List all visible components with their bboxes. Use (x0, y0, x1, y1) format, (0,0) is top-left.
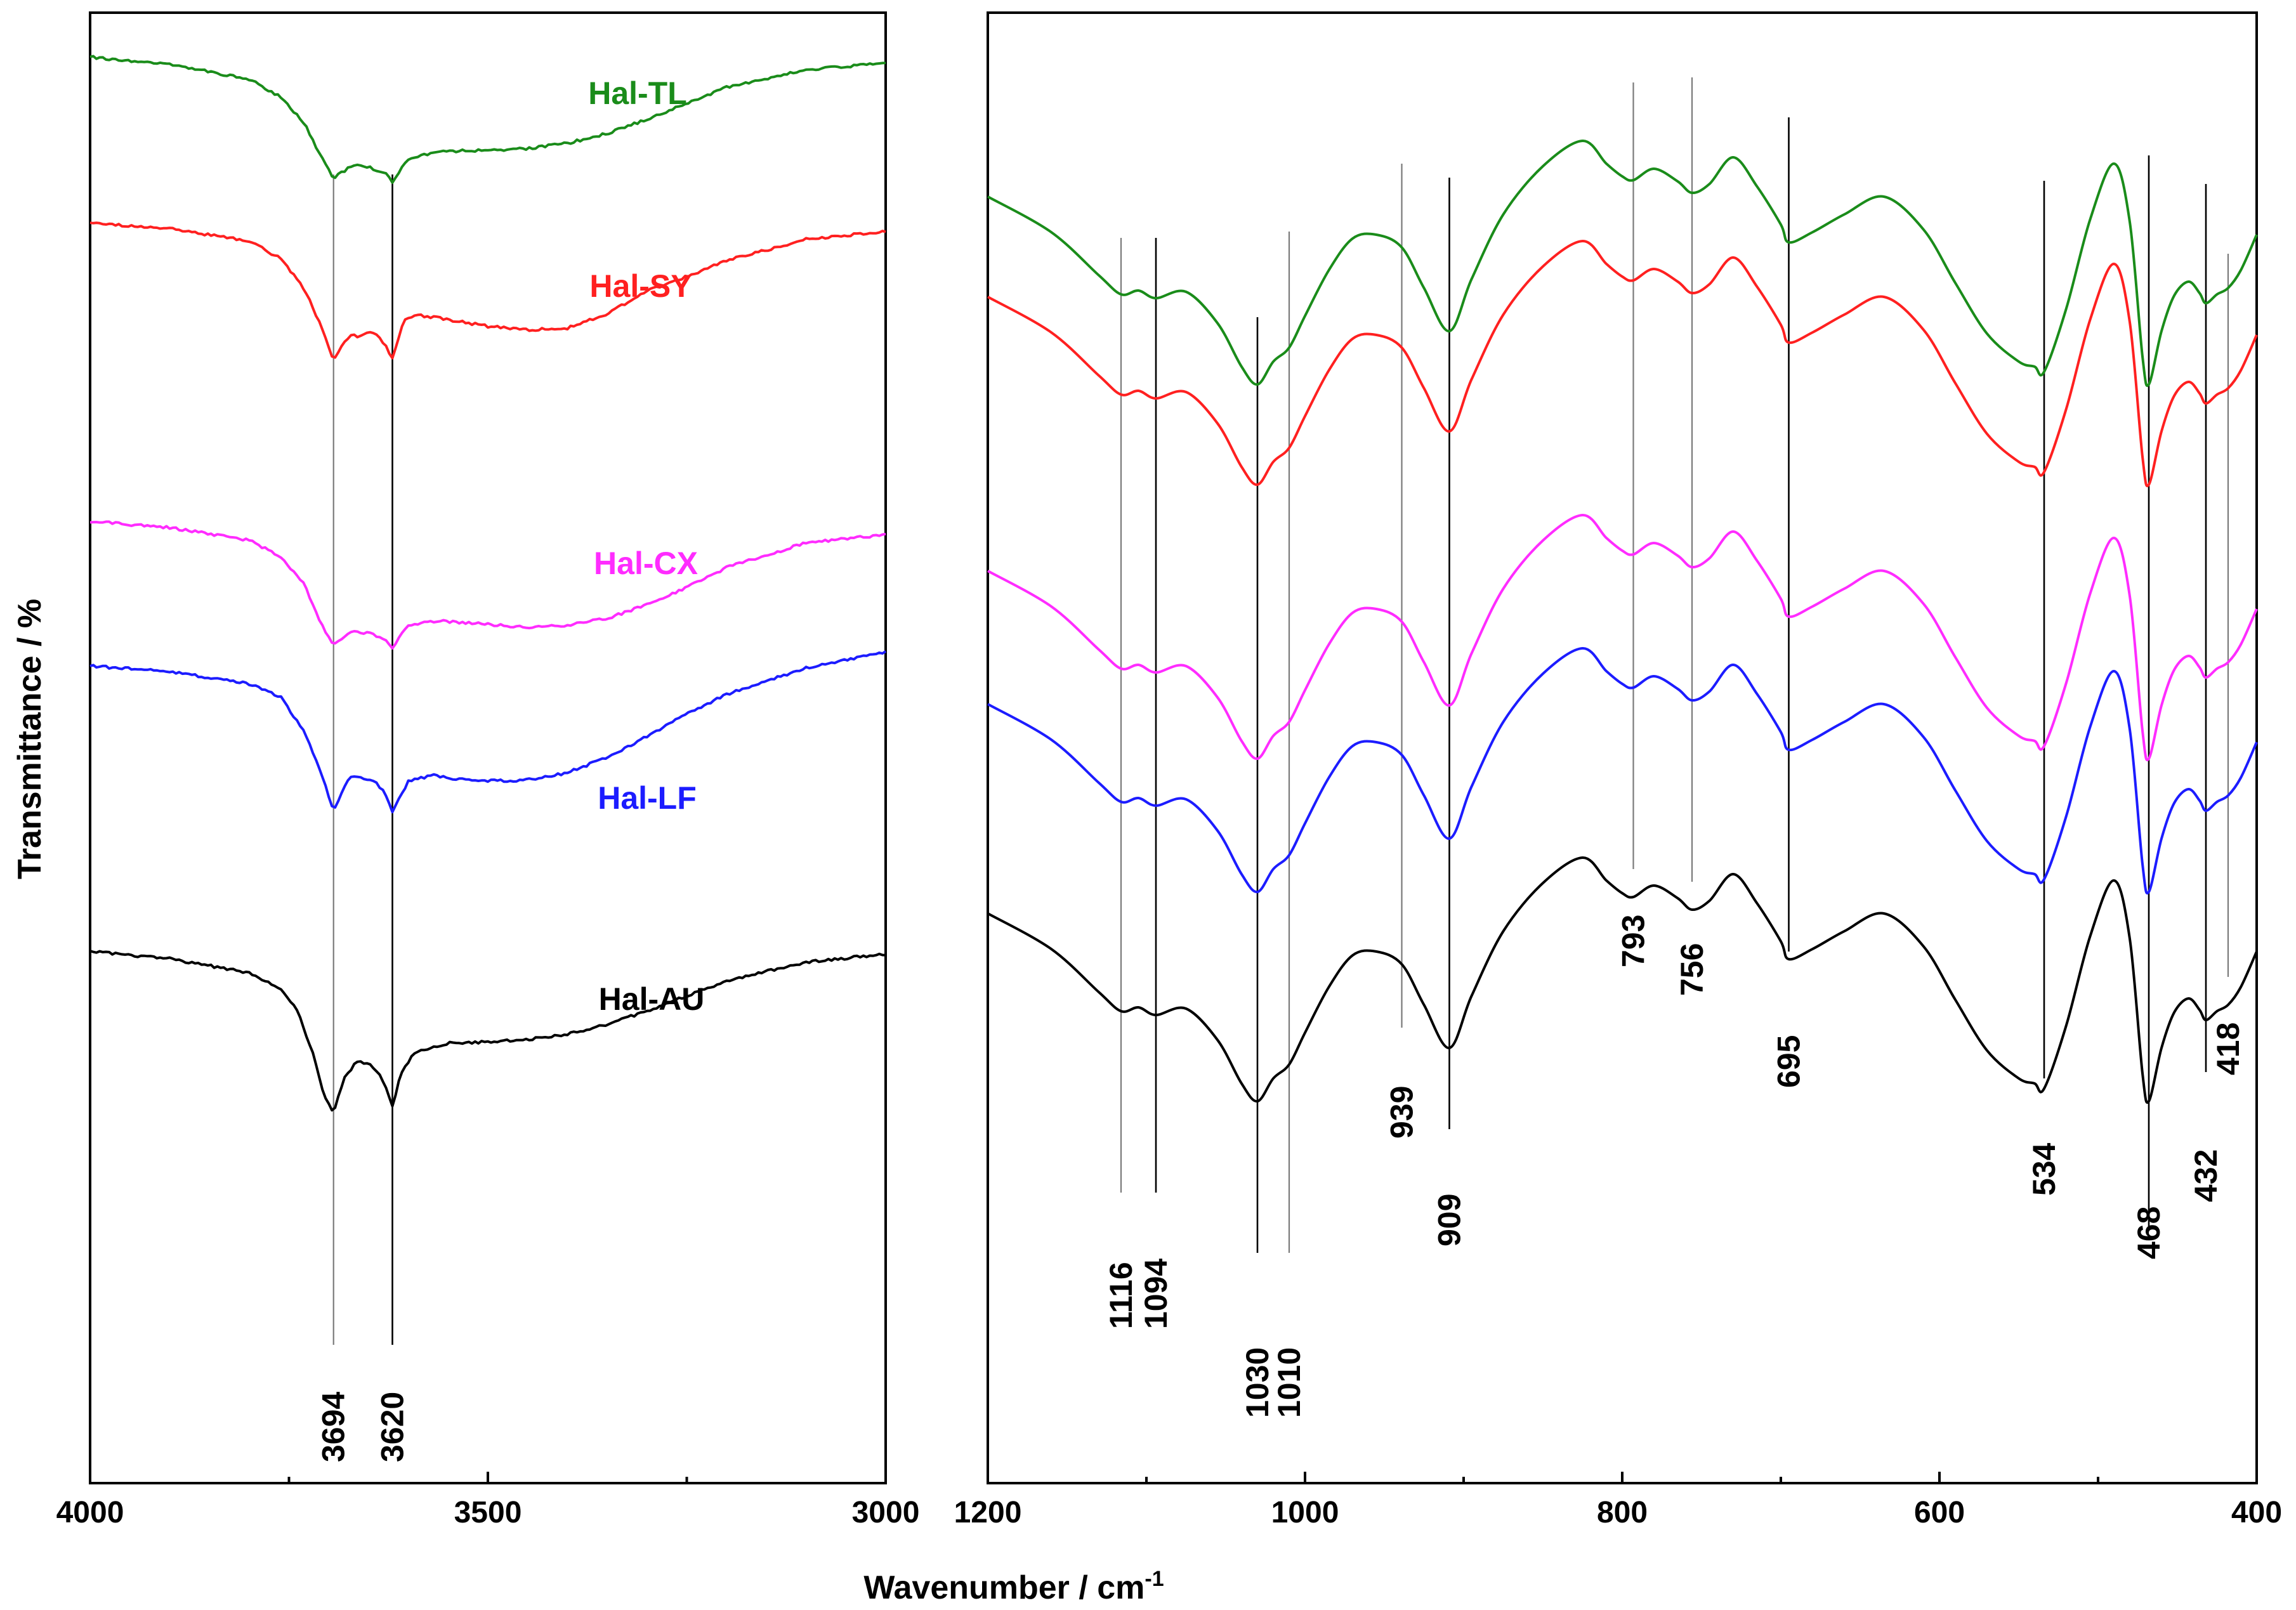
left-x-ticks: 4000 3500 3000 (56, 1472, 920, 1529)
peak-label-695: 695 (1771, 1035, 1807, 1088)
left-series-curves (89, 55, 887, 1112)
series-label-hal-sy: Hal-SY (589, 268, 692, 304)
peak-label-468: 468 (2131, 1207, 2167, 1259)
peak-label-756: 756 (1674, 943, 1710, 996)
curve-left-hal-cx (89, 520, 886, 650)
series-label-hal-au: Hal-AU (599, 981, 705, 1017)
x-tick-label-400: 400 (2231, 1496, 2282, 1529)
right-x-ticks: 1200 1000 800 600 400 (954, 1472, 2282, 1529)
y-axis-label: Transmittance / % (11, 599, 48, 879)
peak-label-432: 432 (2188, 1149, 2224, 1202)
series-label-hal-lf: Hal-LF (598, 780, 697, 816)
x-tick-label-800: 800 (1597, 1496, 1648, 1529)
x-tick-label-1000: 1000 (1271, 1496, 1339, 1529)
x-axis-label: Wavenumber / cm-1 (863, 1567, 1164, 1606)
series-labels: Hal-TL Hal-SY Hal-CX Hal-LF Hal-AU (588, 75, 704, 1017)
left-peak-lines (332, 174, 393, 1345)
series-label-hal-cx: Hal-CX (594, 546, 698, 581)
curve-left-hal-au (89, 950, 886, 1112)
right-peak-lines (1120, 77, 2229, 1253)
peak-label-909: 909 (1432, 1194, 1467, 1247)
series-label-hal-tl: Hal-TL (588, 75, 687, 111)
peak-label-3620: 3620 (375, 1392, 410, 1462)
peak-label-1094: 1094 (1138, 1259, 1174, 1329)
peak-label-1010: 1010 (1271, 1347, 1307, 1418)
curve-right-hal-cx (987, 513, 2258, 761)
peak-label-534: 534 (2026, 1142, 2062, 1196)
x-tick-label-3000: 3000 (852, 1496, 920, 1529)
x-axis-label-main: Wavenumber / cm (863, 1569, 1145, 1606)
right-series-curves (987, 139, 2258, 1104)
peak-label-1116: 1116 (1103, 1262, 1139, 1329)
curve-left-hal-sy (89, 221, 886, 360)
x-axis-label-superscript: -1 (1145, 1567, 1164, 1591)
peak-label-3694: 3694 (316, 1392, 351, 1462)
x-tick-label-3500: 3500 (454, 1496, 522, 1529)
curve-right-hal-sy (987, 239, 2258, 487)
peak-label-1030: 1030 (1240, 1347, 1275, 1418)
peak-label-939: 939 (1384, 1086, 1420, 1139)
left-peak-labels: 3694 3620 (316, 1392, 410, 1462)
curve-right-hal-lf (987, 646, 2258, 894)
curve-left-hal-lf (89, 650, 887, 814)
peak-label-418: 418 (2210, 1023, 2246, 1075)
curve-right-hal-au (987, 856, 2258, 1104)
curve-left-hal-tl (89, 55, 886, 184)
peak-label-793: 793 (1616, 915, 1651, 967)
x-tick-label-600: 600 (1914, 1496, 1965, 1529)
x-tick-label-4000: 4000 (56, 1496, 124, 1529)
curve-right-hal-tl (987, 139, 2258, 387)
x-tick-label-1200: 1200 (954, 1496, 1022, 1529)
